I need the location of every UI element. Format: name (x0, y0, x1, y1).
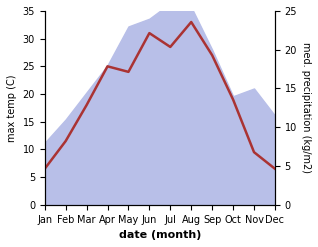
Y-axis label: max temp (C): max temp (C) (7, 74, 17, 142)
X-axis label: date (month): date (month) (119, 230, 201, 240)
Y-axis label: med. precipitation (kg/m2): med. precipitation (kg/m2) (301, 42, 311, 173)
